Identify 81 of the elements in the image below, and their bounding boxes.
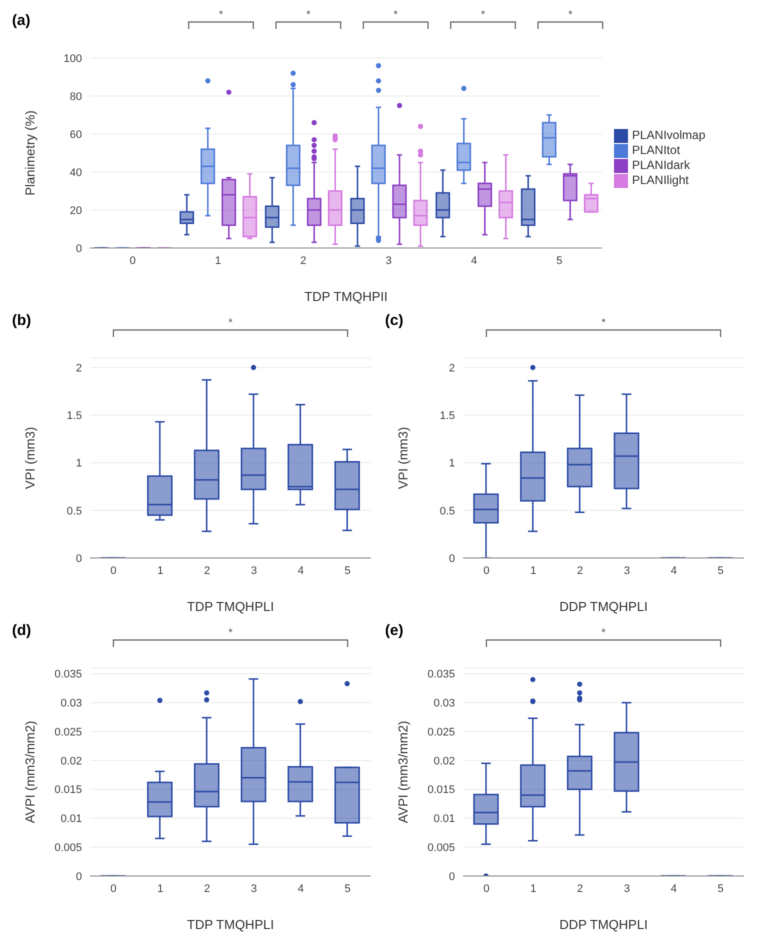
y-tick-label: 0.02 <box>60 755 82 768</box>
x-tick-label: 1 <box>530 564 536 577</box>
x-tick-label: 0 <box>483 882 490 895</box>
y-tick-label: 0 <box>76 870 82 883</box>
x-tick-label: 4 <box>298 882 304 895</box>
y-tick-label: 60 <box>70 128 82 141</box>
y-axis-title: VPI (mm3) <box>396 426 411 490</box>
x-tick-label: 4 <box>670 882 677 895</box>
x-tick-label: 4 <box>670 564 677 577</box>
x-axis-title: TDP TMQHPII <box>304 289 388 304</box>
y-tick-label: 0.025 <box>427 726 455 738</box>
y-tick-label: 0.03 <box>434 698 455 710</box>
y-tick-label: 0.015 <box>54 784 82 796</box>
y-tick-label: 40 <box>70 166 82 179</box>
y-axis-title: Planimetry (%) <box>22 110 38 196</box>
x-tick-label: 5 <box>556 254 562 267</box>
y-tick-label: 0.015 <box>427 784 455 796</box>
x-tick-label: 3 <box>386 254 392 267</box>
y-tick-label: 2 <box>448 362 455 374</box>
chart-title: (a) <box>12 12 30 29</box>
chart-title: (d) <box>12 622 32 639</box>
x-tick-label: 4 <box>470 254 478 267</box>
legend-label: PLANIdark <box>632 158 690 172</box>
y-tick-label: 0 <box>76 552 82 565</box>
y-tick-label: 1.5 <box>440 410 455 422</box>
y-axis-title: VPI (mm3) <box>22 426 38 490</box>
y-axis-title: AVPI (mm3/mm2) <box>396 720 411 824</box>
x-tick-label: 0 <box>130 254 136 267</box>
x-tick-label: 3 <box>250 882 257 895</box>
x-axis-title: DDP TMQHPLI <box>559 917 648 932</box>
y-tick-label: 1 <box>448 458 455 470</box>
y-tick-label: 0.03 <box>60 698 82 710</box>
y-tick-label: 0.5 <box>66 505 82 518</box>
x-tick-label: 0 <box>110 882 116 895</box>
y-tick-label: 100 <box>64 52 82 65</box>
y-tick-label: 0.025 <box>54 726 82 738</box>
y-tick-label: 20 <box>70 204 82 217</box>
x-tick-label: 1 <box>157 882 164 895</box>
y-axis-title: AVPI (mm3/mm2) <box>22 720 38 824</box>
x-tick-label: 4 <box>298 564 304 577</box>
x-tick-label: 2 <box>204 882 210 895</box>
x-tick-label: 2 <box>204 564 210 577</box>
x-tick-label: 1 <box>214 254 222 267</box>
y-tick-label: 0.005 <box>427 842 455 854</box>
x-axis-title: TDP TMQHPLI <box>187 599 274 614</box>
x-tick-label: 3 <box>250 564 257 577</box>
x-tick-label: 5 <box>344 882 351 895</box>
y-tick-label: 1.5 <box>66 410 82 422</box>
x-tick-label: 3 <box>624 882 630 895</box>
x-tick-label: 0 <box>483 564 490 577</box>
x-tick-label: 5 <box>718 564 724 577</box>
y-tick-label: 0.005 <box>54 842 82 854</box>
legend-label: PLANItot <box>632 143 680 158</box>
y-tick-label: 0.035 <box>54 668 82 681</box>
x-tick-label: 0 <box>110 564 116 577</box>
y-tick-label: 0 <box>448 552 455 565</box>
y-tick-label: 0.01 <box>60 813 82 826</box>
legend-label: PLANIlight <box>632 172 689 187</box>
x-tick-label: 2 <box>300 254 306 267</box>
y-tick-label: 0.02 <box>434 755 455 768</box>
chart-title: (b) <box>12 312 32 329</box>
x-tick-label: 1 <box>530 882 536 895</box>
y-tick-label: 0.01 <box>434 813 455 826</box>
x-axis-title: TDP TMQHPLI <box>187 917 274 932</box>
x-tick-label: 5 <box>344 564 351 577</box>
y-tick-label: 0 <box>76 242 82 255</box>
y-tick-label: 1 <box>76 458 82 470</box>
y-tick-label: 80 <box>70 90 82 103</box>
chart-title: (c) <box>385 312 404 329</box>
y-tick-label: 0 <box>448 870 455 883</box>
x-axis-title: DDP TMQHPLI <box>559 599 648 614</box>
y-tick-label: 2 <box>76 362 82 374</box>
chart-title: (e) <box>385 622 404 639</box>
y-tick-label: 0.035 <box>427 668 455 681</box>
x-tick-label: 2 <box>577 564 584 577</box>
x-tick-label: 5 <box>718 882 724 895</box>
x-tick-label: 2 <box>577 882 584 895</box>
x-tick-label: 1 <box>157 564 164 577</box>
legend-label: PLANIvolmap <box>632 128 706 142</box>
x-tick-label: 3 <box>624 564 630 577</box>
y-tick-label: 0.5 <box>440 505 455 518</box>
